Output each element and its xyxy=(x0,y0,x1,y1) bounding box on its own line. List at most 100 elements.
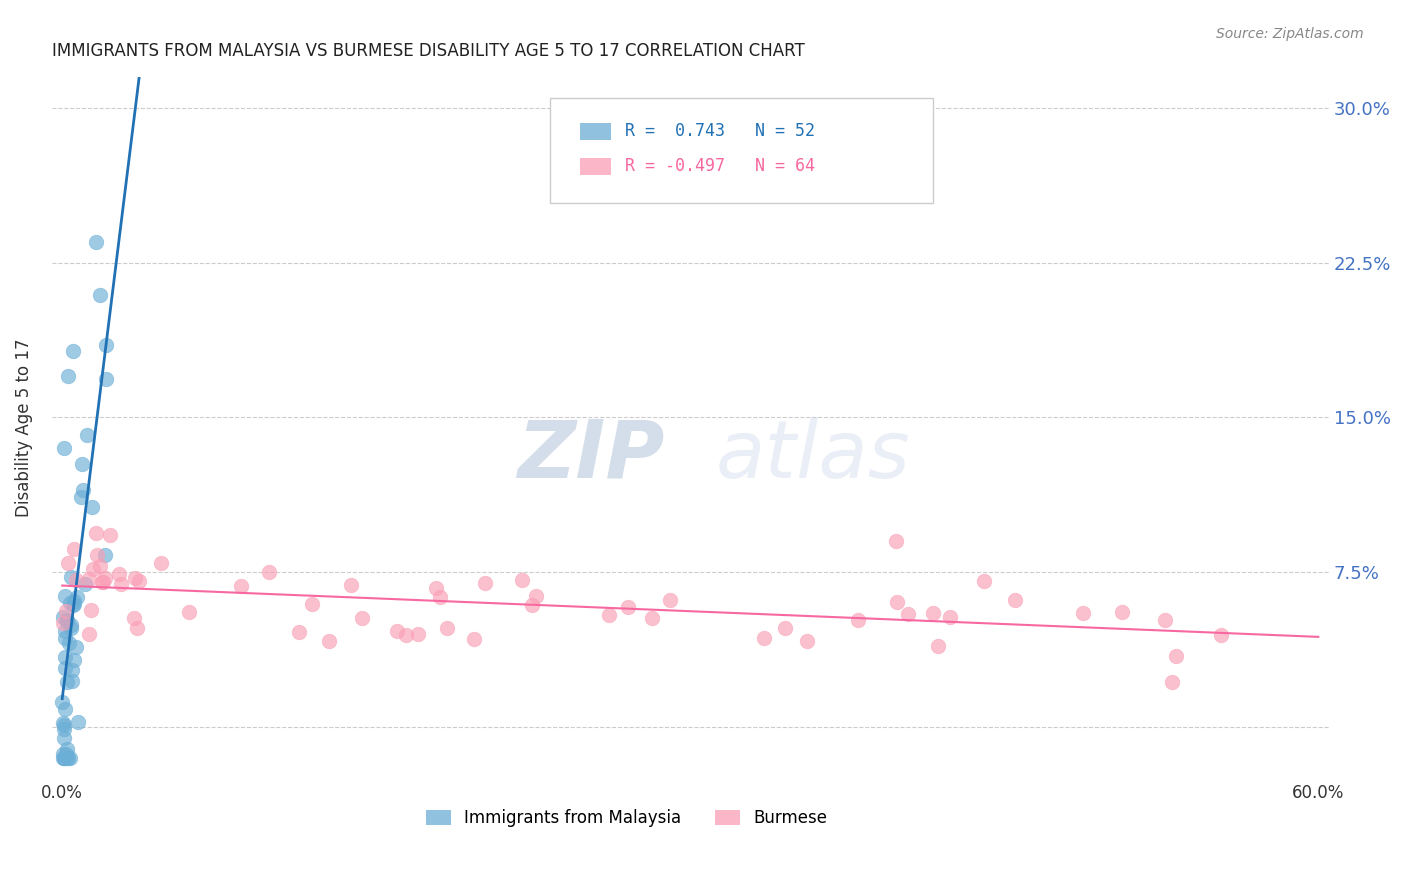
Point xyxy=(897,607,920,621)
Point xyxy=(1071,606,1094,620)
Point xyxy=(62,597,84,611)
Point xyxy=(58,369,80,384)
Point xyxy=(340,577,363,591)
Point xyxy=(846,613,869,627)
Point xyxy=(52,751,75,765)
Point xyxy=(86,548,108,562)
Point xyxy=(884,534,907,549)
Text: R =  0.743   N = 52: R = 0.743 N = 52 xyxy=(626,122,815,140)
Point xyxy=(52,609,75,624)
Point xyxy=(318,634,340,648)
Point xyxy=(658,592,681,607)
Point xyxy=(73,577,96,591)
Point xyxy=(1111,606,1133,620)
Point xyxy=(474,575,496,590)
FancyBboxPatch shape xyxy=(581,123,612,140)
Point xyxy=(82,500,104,514)
Point xyxy=(53,589,76,603)
Point xyxy=(406,627,429,641)
Point xyxy=(66,715,89,730)
Point xyxy=(385,624,408,638)
Point xyxy=(63,542,86,557)
Point xyxy=(288,624,311,639)
Point xyxy=(86,526,108,541)
Point xyxy=(122,611,145,625)
Point xyxy=(1004,593,1026,607)
Point xyxy=(107,566,129,581)
Point xyxy=(939,610,962,624)
Point xyxy=(53,661,76,675)
Point xyxy=(463,632,485,646)
Point xyxy=(598,607,620,622)
Point xyxy=(1166,649,1188,664)
Point xyxy=(72,483,94,498)
Point xyxy=(973,574,995,589)
Point xyxy=(522,598,544,612)
Point xyxy=(526,589,548,603)
Point xyxy=(1154,613,1177,627)
Point xyxy=(53,751,76,765)
Point xyxy=(125,621,148,635)
Text: ZIP: ZIP xyxy=(517,417,665,495)
Point xyxy=(79,627,101,641)
Point xyxy=(55,747,77,761)
Point xyxy=(773,621,796,635)
Point xyxy=(66,590,89,604)
Point xyxy=(51,695,73,709)
Y-axis label: Disability Age 5 to 17: Disability Age 5 to 17 xyxy=(15,338,32,517)
Point xyxy=(886,595,908,609)
Point xyxy=(59,621,82,635)
Point xyxy=(350,611,373,625)
Point xyxy=(1160,674,1182,689)
Text: R = -0.497   N = 64: R = -0.497 N = 64 xyxy=(626,158,815,176)
FancyBboxPatch shape xyxy=(581,158,612,175)
Point xyxy=(52,615,75,630)
Point xyxy=(70,490,93,504)
Point xyxy=(70,457,93,471)
Point xyxy=(93,548,115,562)
Point xyxy=(257,566,280,580)
Point xyxy=(1211,628,1233,642)
Point xyxy=(425,581,447,595)
Point xyxy=(59,596,82,610)
Point xyxy=(55,604,77,618)
Text: IMMIGRANTS FROM MALAYSIA VS BURMESE DISABILITY AGE 5 TO 17 CORRELATION CHART: IMMIGRANTS FROM MALAYSIA VS BURMESE DISA… xyxy=(52,42,804,60)
Point xyxy=(52,747,75,761)
Point xyxy=(60,663,83,677)
Point xyxy=(395,628,418,642)
Point xyxy=(56,614,79,628)
Point xyxy=(52,722,75,736)
Point xyxy=(91,574,114,589)
Point xyxy=(796,634,818,648)
Point xyxy=(96,372,118,386)
Point xyxy=(616,600,638,615)
Point xyxy=(921,606,943,620)
Point xyxy=(84,235,107,249)
Legend: Immigrants from Malaysia, Burmese: Immigrants from Malaysia, Burmese xyxy=(419,803,834,834)
Point xyxy=(65,573,87,587)
Point xyxy=(94,338,117,352)
Point xyxy=(53,631,76,645)
Point xyxy=(60,617,83,632)
Point xyxy=(927,639,949,653)
Point xyxy=(82,562,104,576)
Point xyxy=(56,751,79,765)
Point xyxy=(63,653,86,667)
Point xyxy=(149,556,172,570)
Point xyxy=(53,624,76,639)
Point xyxy=(53,701,76,715)
Point xyxy=(510,573,533,587)
Point xyxy=(77,572,100,586)
Point xyxy=(98,527,121,541)
Point xyxy=(53,751,76,765)
Point xyxy=(128,574,150,589)
Point xyxy=(110,576,132,591)
Point xyxy=(53,717,76,731)
Point xyxy=(436,621,458,635)
Text: Source: ZipAtlas.com: Source: ZipAtlas.com xyxy=(1216,27,1364,41)
Point xyxy=(94,572,117,586)
Point xyxy=(52,731,75,745)
Point xyxy=(179,606,201,620)
Point xyxy=(65,640,87,654)
Point xyxy=(63,593,86,607)
